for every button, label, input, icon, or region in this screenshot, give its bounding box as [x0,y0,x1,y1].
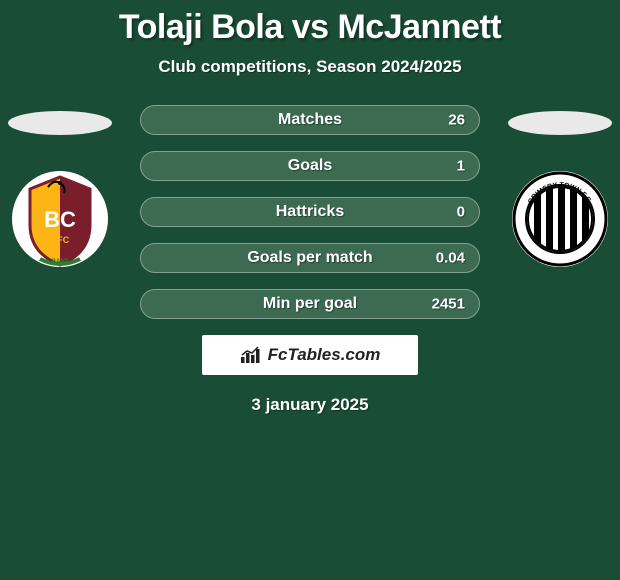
stat-row: Goals 1 [140,151,480,181]
right-player-column: GRIMSBY TOWN F.C. [500,105,620,275]
comparison-content: BC AFC BANT GRIMSBY TOWN F.C. [0,105,620,415]
stat-value: 0 [457,204,465,221]
stat-label: Goals per match [247,249,372,267]
stat-row: Hattricks 0 [140,197,480,227]
stat-value: 26 [448,112,465,129]
right-club-badge: GRIMSBY TOWN F.C. [510,163,610,275]
stat-row: Matches 26 [140,105,480,135]
attribution-box: FcTables.com [202,335,418,375]
stat-label: Matches [278,111,342,129]
svg-text:BANT: BANT [52,259,69,265]
grimsby-town-badge-icon: GRIMSBY TOWN F.C. [510,169,610,269]
svg-text:BC: BC [44,207,76,232]
stat-label: Hattricks [276,203,344,221]
player-shadow-ellipse [8,111,112,135]
stat-label: Min per goal [263,295,357,313]
stat-value: 1 [457,158,465,175]
date-label: 3 january 2025 [0,395,620,415]
stats-list: Matches 26 Goals 1 Hattricks 0 Goals per… [140,105,480,319]
stat-row: Min per goal 2451 [140,289,480,319]
subtitle: Club competitions, Season 2024/2025 [0,57,620,77]
attribution-text: FcTables.com [268,345,381,365]
bar-chart-icon [240,346,262,364]
stat-label: Goals [288,157,332,175]
left-player-column: BC AFC BANT [0,105,120,275]
left-club-badge: BC AFC BANT [10,163,110,275]
svg-text:AFC: AFC [51,235,70,245]
stat-value: 0.04 [436,250,465,267]
bradford-city-badge-icon: BC AFC BANT [10,163,110,275]
stat-value: 2451 [432,296,465,313]
player-shadow-ellipse [508,111,612,135]
stat-row: Goals per match 0.04 [140,243,480,273]
page-title: Tolaji Bola vs McJannett [0,0,620,47]
